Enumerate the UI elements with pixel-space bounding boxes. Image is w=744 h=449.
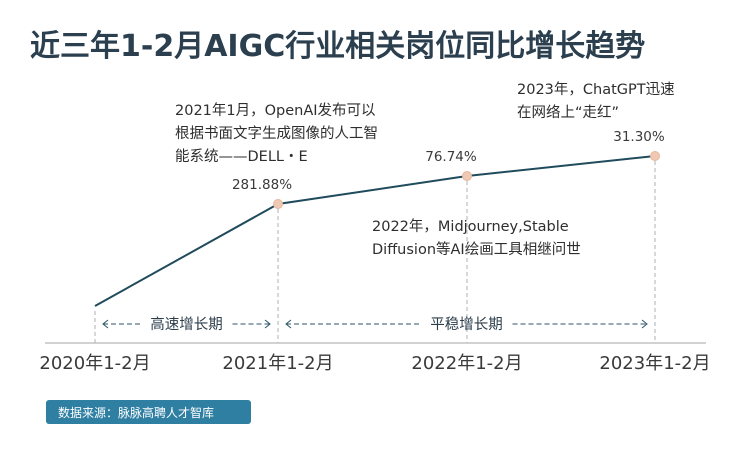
series-line bbox=[94, 155, 656, 307]
annotation-2023-line-2: 在网络上“走红” bbox=[517, 104, 619, 121]
phase-arrow-right bbox=[641, 319, 648, 329]
annotation-2021-line-3: 能系统——DELL・E bbox=[175, 148, 308, 165]
data-label: 281.88% bbox=[232, 177, 292, 193]
source-badge-bg bbox=[46, 400, 251, 424]
x-tick-label: 2020年1-2月 bbox=[39, 353, 150, 374]
annotation-2022-line-1: 2022年，Midjourney,Stable bbox=[372, 218, 569, 235]
x-tick-label: 2022年1-2月 bbox=[411, 353, 522, 374]
phase-arrow-right bbox=[264, 319, 271, 329]
x-tick-label: 2021年1-2月 bbox=[222, 353, 333, 374]
annotation-2021-line-2: 根据书面文字生成图像的人工智 bbox=[175, 125, 378, 142]
annotation-2023-line-1: 2023年，ChatGPT迅速 bbox=[517, 81, 675, 98]
data-point bbox=[650, 151, 660, 161]
x-tick-label: 2023年1-2月 bbox=[599, 353, 710, 374]
phase-arrow-left bbox=[102, 319, 109, 329]
source-badge: 数据来源：脉脉高聘人才智库 bbox=[46, 400, 251, 424]
vertical-guides bbox=[94, 161, 656, 343]
series bbox=[94, 151, 660, 307]
phase-label: 平稳增长期 bbox=[430, 316, 503, 333]
data-labels: 281.88% 76.74% 31.30% bbox=[232, 129, 665, 193]
annotation-2022-line-2: Diffusion等AI绘画工具相继问世 bbox=[372, 240, 581, 258]
source-text: 数据来源：脉脉高聘人才智库 bbox=[58, 405, 214, 420]
annotation-2021-line-1: 2021年1月，OpenAI发布可以 bbox=[175, 102, 376, 119]
phase-arrow-left bbox=[285, 319, 292, 329]
data-point bbox=[273, 199, 283, 209]
data-label: 76.74% bbox=[425, 149, 477, 165]
phase-brackets: 高速增长期 平稳增长期 bbox=[102, 316, 648, 333]
x-tick-labels: 2020年1-2月 2021年1-2月 2022年1-2月 2023年1-2月 bbox=[39, 353, 710, 374]
data-label: 31.30% bbox=[613, 129, 665, 145]
chart-title: 近三年1-2月AIGC行业相关岗位同比增长趋势 bbox=[30, 29, 645, 64]
data-point bbox=[462, 171, 472, 181]
annotations: 2021年1月，OpenAI发布可以 根据书面文字生成图像的人工智 能系统——D… bbox=[175, 81, 675, 258]
phase-label: 高速增长期 bbox=[150, 316, 223, 333]
